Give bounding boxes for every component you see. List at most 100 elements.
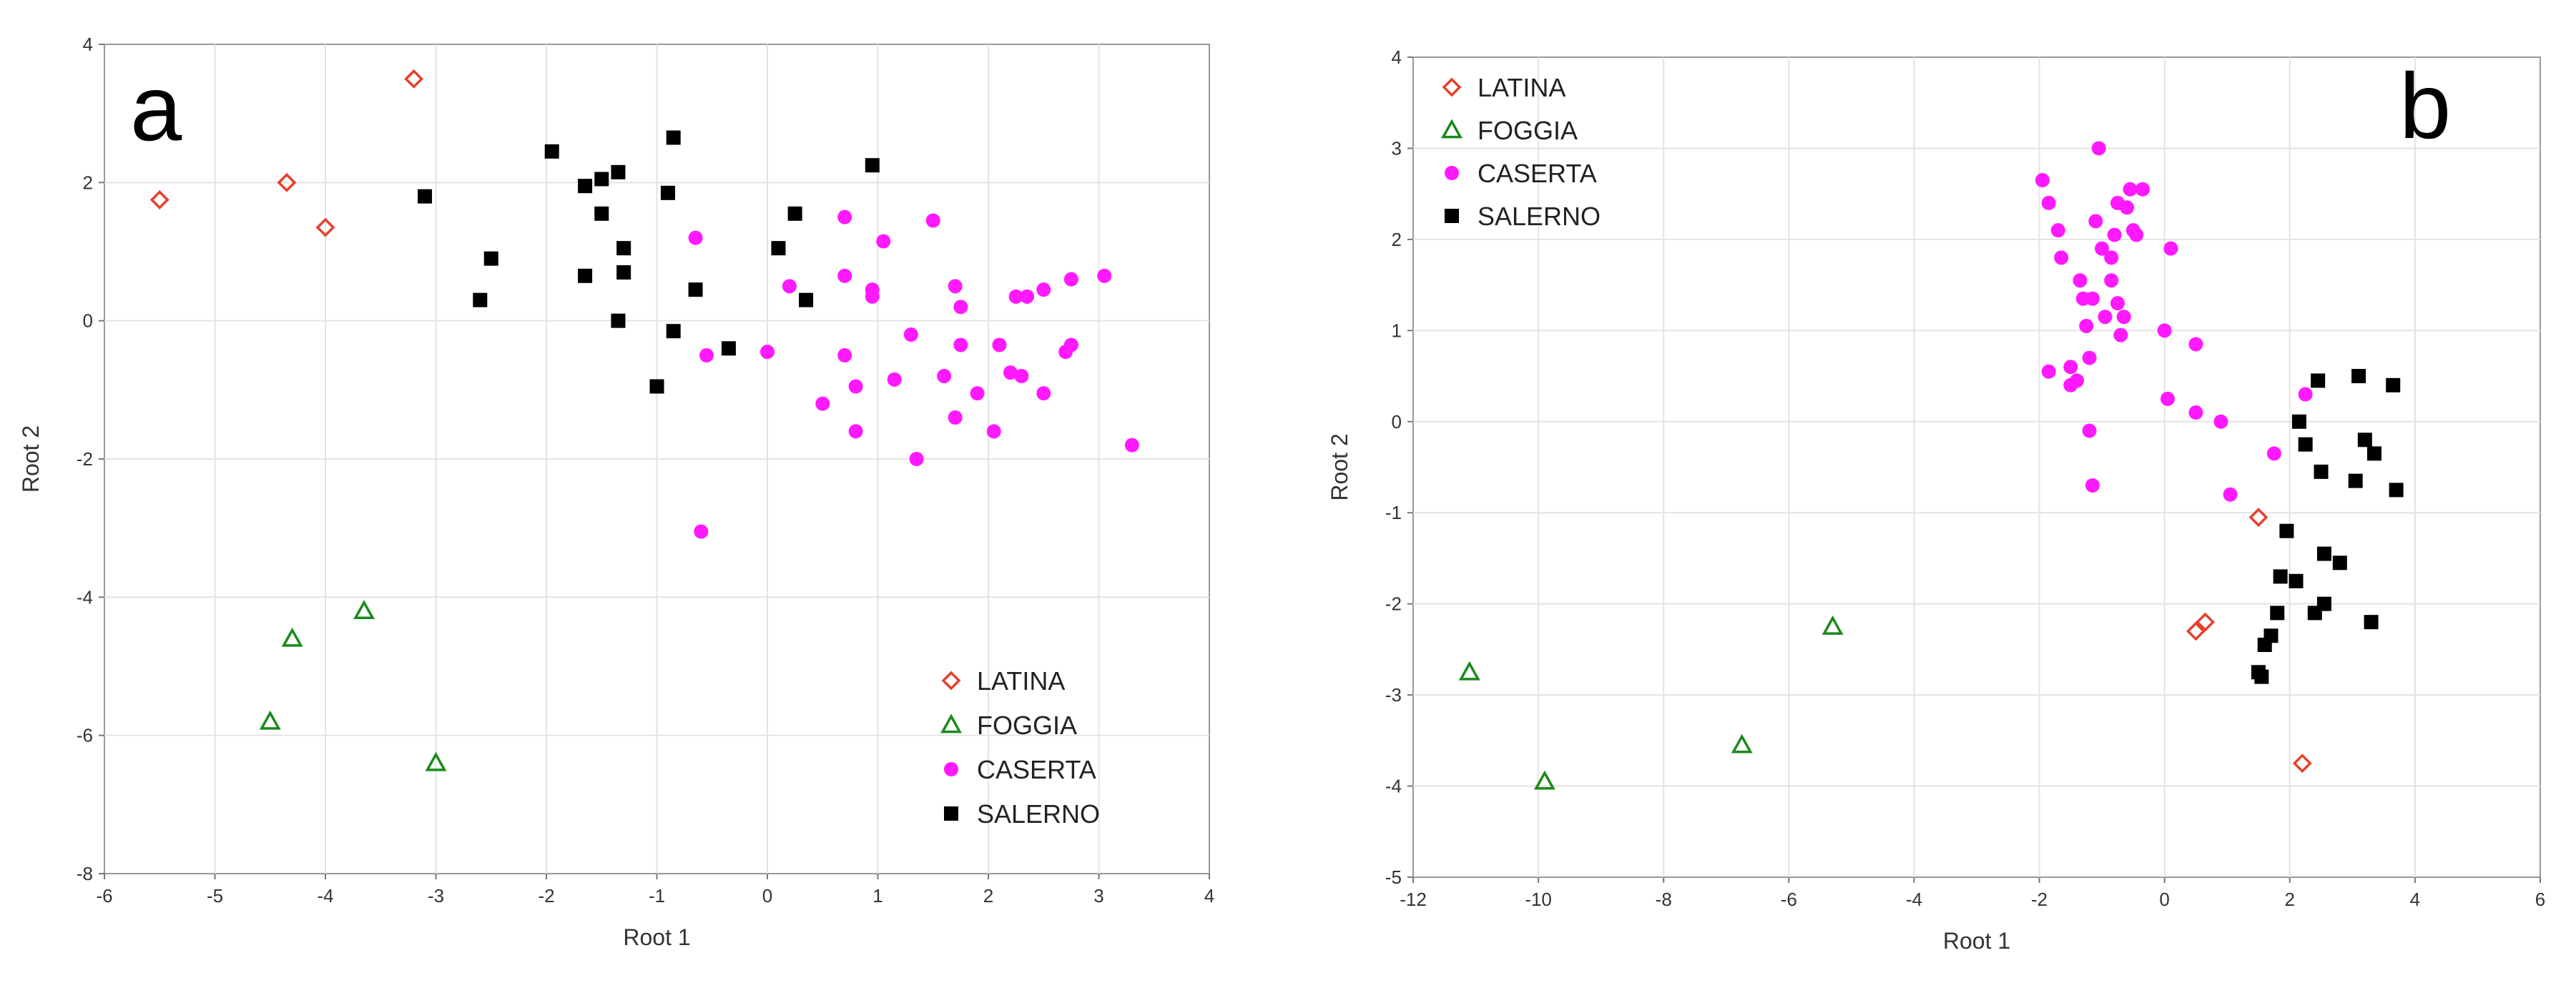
series-latina-b <box>2186 508 2312 774</box>
data-point-caserta <box>1063 337 1078 352</box>
data-point-caserta <box>782 279 797 294</box>
data-point-caserta <box>2082 423 2097 438</box>
x-axis-title: Root 1 <box>623 924 690 950</box>
data-point-caserta <box>694 524 709 539</box>
data-point-latina <box>2186 621 2206 641</box>
data-point-caserta <box>948 279 963 294</box>
y-tick-label: -2 <box>1385 593 1402 615</box>
y-tick-label: 0 <box>1392 411 1402 433</box>
data-point-caserta <box>2063 360 2078 375</box>
data-point-foggia <box>1533 770 1555 790</box>
data-point-salerno <box>2289 573 2304 588</box>
data-point-salerno <box>2270 606 2285 621</box>
data-point-salerno <box>544 144 559 159</box>
data-point-latina <box>2196 612 2216 632</box>
data-point-salerno <box>2389 483 2404 498</box>
data-point-salerno <box>2316 546 2331 561</box>
data-point-salerno <box>473 292 488 307</box>
data-point-caserta <box>2041 364 2056 379</box>
data-point-caserta <box>837 209 852 224</box>
y-tick-label: -1 <box>1385 502 1402 523</box>
data-point-latina <box>2248 508 2268 528</box>
data-point-caserta <box>2266 446 2281 461</box>
data-point-caserta <box>837 268 852 283</box>
data-point-caserta <box>2160 391 2176 406</box>
x-tick-label: -4 <box>1906 889 1922 910</box>
legend-marker-latina <box>941 671 961 691</box>
data-point-salerno <box>578 268 593 283</box>
y-tick-label: -3 <box>1385 684 1402 706</box>
data-point-salerno <box>771 241 786 256</box>
y-tick-label: -4 <box>77 586 93 608</box>
data-point-caserta <box>2116 310 2131 325</box>
data-point-salerno <box>2386 377 2401 392</box>
series-caserta-a <box>688 209 1139 539</box>
data-point-caserta <box>986 424 1001 439</box>
y-tick-label: -2 <box>77 448 93 470</box>
series-caserta-b <box>2035 141 2313 502</box>
data-point-caserta <box>688 230 703 245</box>
series-latina-a <box>149 69 424 237</box>
series-salerno-a <box>418 130 880 394</box>
data-point-caserta <box>909 452 924 466</box>
data-point-salerno <box>688 282 703 297</box>
x-tick-label: -10 <box>1525 889 1552 910</box>
data-point-latina <box>404 69 424 89</box>
legend-marker-foggia <box>1441 119 1462 139</box>
data-point-caserta <box>2050 223 2065 238</box>
data-point-caserta <box>865 289 880 304</box>
data-point-caserta <box>2223 487 2238 502</box>
series-salerno-b <box>2251 369 2404 684</box>
data-point-salerno <box>799 292 814 307</box>
x-tick-label: 4 <box>1204 885 1214 907</box>
data-point-caserta <box>2188 405 2203 420</box>
data-point-caserta <box>2098 310 2113 325</box>
x-tick-label: -1 <box>649 885 665 907</box>
y-tick-label: 1 <box>1392 320 1402 341</box>
data-point-salerno <box>2311 373 2326 388</box>
data-point-foggia <box>281 627 303 647</box>
data-point-caserta <box>1014 369 1029 383</box>
data-point-salerno <box>2254 669 2269 684</box>
x-tick-label: -4 <box>317 885 333 907</box>
legend-marker-foggia <box>940 713 962 733</box>
data-point-caserta <box>699 348 714 362</box>
x-tick-label: -2 <box>538 885 554 907</box>
data-point-latina <box>149 190 169 209</box>
data-point-caserta <box>2110 296 2125 311</box>
x-tick-label: 1 <box>872 885 883 907</box>
data-point-caserta <box>1003 365 1018 380</box>
x-tick-label: -2 <box>2031 889 2047 910</box>
data-point-caserta <box>2213 414 2228 429</box>
data-point-caserta <box>2070 373 2085 388</box>
data-point-salerno <box>660 185 675 200</box>
data-point-caserta <box>1097 268 1112 283</box>
series-foggia-b <box>1458 615 1844 790</box>
y-axis-title: Root 2 <box>1327 433 1352 500</box>
x-tick-label: -12 <box>1400 889 1427 910</box>
data-point-caserta <box>848 424 863 439</box>
data-point-caserta <box>2135 182 2150 197</box>
x-tick-label: 4 <box>2410 889 2420 910</box>
data-point-salerno <box>594 206 609 221</box>
data-point-caserta <box>2104 273 2119 288</box>
data-point-caserta <box>2120 200 2135 215</box>
data-point-caserta <box>2041 195 2056 210</box>
legend-marker-salerno <box>944 806 958 821</box>
y-tick-label: 4 <box>83 34 93 55</box>
data-point-salerno <box>611 164 626 179</box>
data-point-salerno <box>666 130 681 145</box>
data-point-caserta <box>992 337 1007 352</box>
x-tick-label: -3 <box>428 885 444 907</box>
x-tick-label: 0 <box>2159 889 2169 910</box>
data-point-caserta <box>2082 350 2097 365</box>
data-point-caserta <box>2298 387 2313 402</box>
panel-label-a: a <box>130 56 182 160</box>
y-axis-title: Root 2 <box>18 425 44 493</box>
data-point-salerno <box>578 179 593 194</box>
data-point-salerno <box>649 379 664 394</box>
legend-marker-salerno <box>1445 209 1459 223</box>
legend-label-foggia: FOGGIA <box>977 711 1077 740</box>
y-tick-label: 2 <box>1392 229 1402 250</box>
data-point-caserta <box>837 348 852 362</box>
